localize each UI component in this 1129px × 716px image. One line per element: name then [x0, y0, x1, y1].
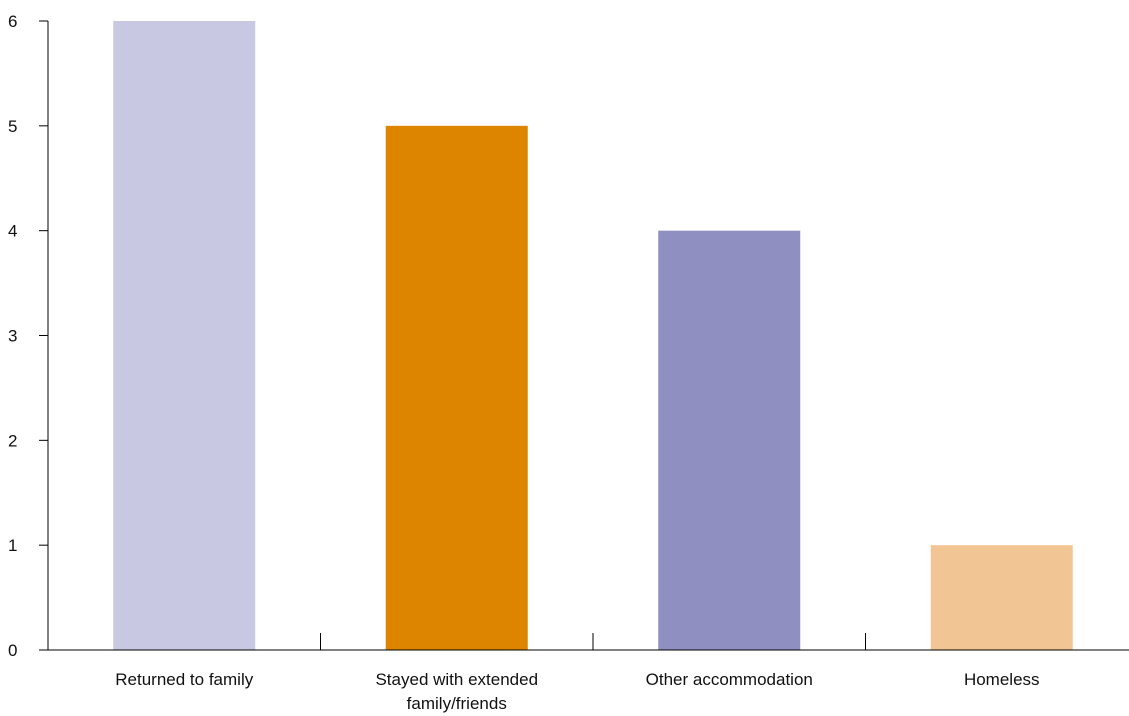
bar [658, 230, 801, 650]
labels-group: 0 1 2 3 4 5 6 Returned to family Stayed with ext… [8, 12, 1040, 713]
x-category-label: Other accommodation [646, 670, 813, 689]
bar [385, 125, 528, 651]
y-tick-label: 3 [8, 327, 17, 346]
y-tick-label: 0 [8, 641, 17, 660]
y-tick-label: 4 [8, 222, 17, 241]
y-tick-label: 6 [8, 12, 17, 31]
axes-group [39, 20, 1129, 651]
bar [930, 545, 1073, 650]
y-tick-label: 5 [8, 117, 17, 136]
y-tick-label: 2 [8, 431, 17, 450]
x-category-label: family/friends [407, 694, 507, 713]
x-category-label: Stayed with extended [375, 670, 538, 689]
y-tick-label: 1 [8, 536, 17, 555]
bars-group [113, 21, 1073, 651]
bar [113, 21, 256, 650]
x-category-label: Returned to family [115, 670, 253, 689]
x-category-label: Homeless [964, 670, 1040, 689]
